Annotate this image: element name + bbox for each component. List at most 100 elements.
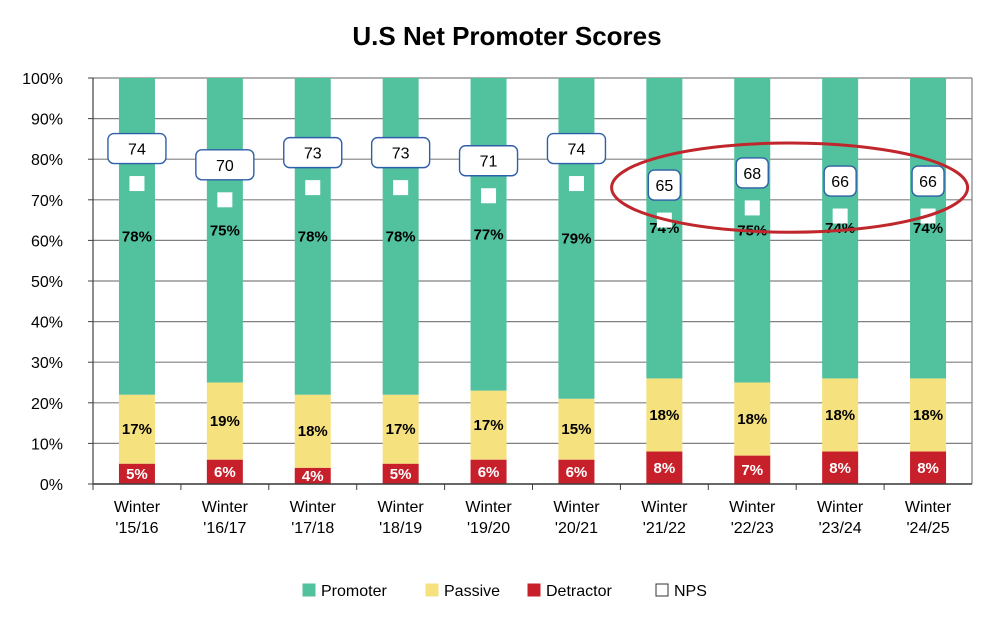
data-label-passive-6: 18% [649,407,679,424]
x-tick-label: Winter [290,499,337,516]
data-label-promoter-6: 74% [649,220,679,237]
y-tick-label: 50% [31,274,63,291]
x-tick-label: Winter [378,499,425,516]
nps-label-5: 74 [568,142,586,159]
data-label-detractor-1: 6% [214,464,236,481]
x-tick-label: '17/18 [291,520,334,537]
nps-marker-0 [129,176,145,192]
nps-label-0: 74 [128,142,146,159]
bar-promoter-2 [294,78,331,395]
data-label-passive-8: 18% [825,407,855,424]
data-label-detractor-4: 6% [478,464,500,481]
x-tick-label: Winter [641,499,688,516]
bar-detractor-2 [294,467,331,484]
bar-promoter-5 [558,78,595,399]
chart-title: U.S Net Promoter Scores [352,21,661,51]
y-tick-label: 0% [40,477,63,494]
data-label-passive-1: 19% [210,413,240,430]
x-tick-label: '15/16 [115,520,158,537]
legend-swatch-detractor [527,583,541,597]
legend-label-detractor: Detractor [546,583,612,600]
highlight-ellipse-shape [610,141,970,234]
nps-label-2: 73 [304,146,322,163]
bar-detractor-0 [118,463,155,484]
x-tick-label: '22/23 [731,520,774,537]
x-tick-label: '23/24 [819,520,862,537]
legend-swatch-passive [425,583,439,597]
y-axis: 0% 10% 20% 30% 40% 50% 60% 70% 80% 90% 100% [22,71,973,494]
y-tick-label: 90% [31,112,63,129]
bar-promoter-3 [382,78,419,395]
bar-promoter-9 [910,78,947,379]
data-label-passive-0: 17% [122,421,152,438]
bar-passive-5 [558,398,595,460]
x-axis: Winter '15/16 Winter '16/17 Winter '17/18 Wint… [92,483,972,537]
x-tick-label: '21/22 [643,520,686,537]
data-label-detractor-3: 5% [390,466,412,483]
x-tick-label: Winter [729,499,776,516]
bar-passive-6 [646,378,683,452]
nps-label-9: 66 [919,174,937,191]
legend: Promoter Passive Detractor NPS [302,583,707,600]
bar-detractor-7 [734,455,771,484]
nps-marker-7 [744,200,760,216]
nps-callout-6 [647,169,682,201]
x-tick-label: '16/17 [203,520,246,537]
bar-detractor-1 [206,459,243,484]
bar-promoter-0 [118,78,155,395]
data-label-promoter-8: 74% [825,220,855,237]
y-tick-label: 30% [31,355,63,372]
data-label-promoter-0: 78% [122,228,152,245]
x-tick-label: '24/25 [907,520,950,537]
nps-marker-2 [305,180,321,196]
y-tick-label: 20% [31,396,63,413]
legend-label-nps: NPS [674,583,707,600]
x-tick-label: Winter [553,499,600,516]
data-label-promoter-5: 79% [561,230,591,247]
bar-detractor-6 [646,451,683,484]
nps-callout-2 [283,136,343,169]
bar-passive-7 [734,382,771,456]
data-label-passive-2: 18% [298,423,328,440]
legend-swatch-nps [655,583,669,597]
bar-detractor-8 [822,451,859,484]
data-label-detractor-8: 8% [829,460,851,477]
data-label-promoter-4: 77% [474,226,504,243]
nps-callout-9 [911,165,945,197]
bar-detractor-9 [910,451,947,484]
data-label-promoter-3: 78% [386,228,416,245]
nps-marker-1 [217,192,233,208]
data-label-passive-5: 15% [561,421,591,438]
bar-promoter-4 [470,78,507,391]
nps-label-8: 66 [831,174,849,191]
x-tick-label: Winter [905,499,952,516]
bar-detractor-5 [558,459,595,484]
data-label-passive-9: 18% [913,407,943,424]
data-label-detractor-2: 4% [302,468,324,485]
x-tick-label: '18/19 [379,520,422,537]
data-label-detractor-0: 5% [126,466,148,483]
y-tick-label: 10% [31,436,63,453]
data-label-detractor-6: 8% [654,460,676,477]
nps-label-1: 70 [216,158,234,175]
nps-markers: 74 70 73 73 71 74 65 68 66 66 [107,132,945,228]
bar-passive-4 [470,390,507,460]
data-label-promoter-9: 74% [913,220,943,237]
data-label-detractor-5: 6% [566,464,588,481]
data-label-promoter-1: 75% [210,222,240,239]
nps-label-7: 68 [743,166,761,183]
data-label-passive-7: 18% [737,411,767,428]
nps-callout-3 [370,136,431,169]
data-label-passive-4: 17% [474,417,504,434]
nps-callout-0 [107,132,167,165]
nps-callout-5 [546,132,607,165]
bar-passive-0 [118,394,155,464]
nps-label-4: 71 [480,154,498,171]
data-label-promoter-2: 78% [298,228,328,245]
nps-callout-8 [823,165,857,197]
y-tick-label: 70% [31,193,63,210]
bar-detractor-4 [470,459,507,484]
data-label-detractor-9: 8% [917,460,939,477]
bars: 5% 17% 78% 6% 19% 75% 4% 18% 78% 5% 17% 78% 6% 17% 77%… [118,78,947,485]
